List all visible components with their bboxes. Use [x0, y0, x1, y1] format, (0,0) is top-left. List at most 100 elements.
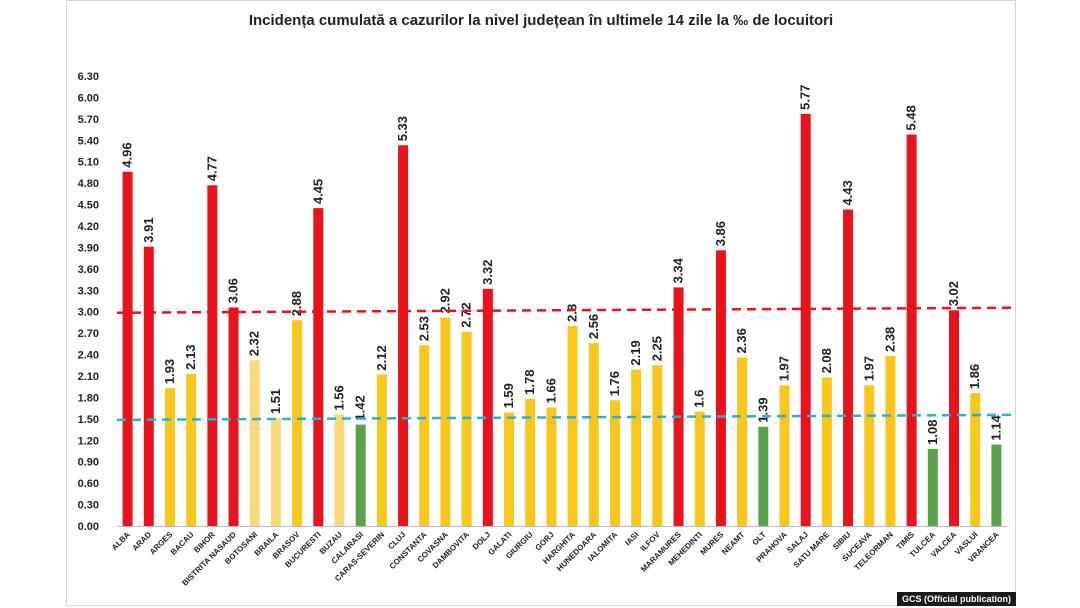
y-tick-label: 0.30: [78, 500, 99, 512]
bar: [588, 343, 599, 526]
bar: [355, 424, 366, 526]
bar: [927, 448, 938, 526]
bar-value-label: 2.8: [565, 304, 580, 322]
bar-chart: Incidența cumulată a cazurilor la nivel …: [78, 12, 1015, 588]
bar: [504, 412, 515, 526]
y-tick-label: 5.70: [78, 114, 99, 126]
bar-value-label: 2.13: [183, 345, 198, 370]
bar: [546, 407, 557, 526]
bar: [906, 134, 917, 527]
bar-value-label: 1.78: [522, 370, 537, 395]
y-tick-label: 0.60: [78, 478, 99, 490]
bar-value-label: 2.08: [819, 348, 834, 373]
bar-value-label: 4.45: [310, 179, 325, 204]
y-tick-label: 6.30: [78, 71, 99, 83]
bar-value-label: 1.66: [543, 378, 558, 403]
category-label: NEAMT: [720, 530, 747, 557]
bar: [525, 398, 536, 526]
bar: [164, 388, 175, 526]
bar-value-label: 1.93: [162, 359, 177, 384]
bar: [567, 326, 578, 526]
bar-value-label: 5.33: [395, 116, 410, 141]
bar: [758, 426, 769, 526]
bar: [991, 444, 1002, 526]
y-tick-label: 4.80: [78, 178, 99, 190]
category-label: ALBA: [110, 530, 132, 552]
bar: [334, 414, 345, 526]
bar-value-label: 3.06: [226, 278, 241, 303]
bar: [143, 246, 154, 526]
bar-value-label: 4.96: [120, 142, 135, 167]
category-label: TELEORMAN: [853, 530, 895, 572]
y-tick-label: 3.90: [78, 242, 99, 254]
bar-value-label: 5.48: [904, 105, 919, 130]
bar: [800, 113, 811, 526]
bar-value-label: 1.59: [501, 383, 516, 408]
bar-value-label: 1.97: [777, 356, 792, 381]
bar-value-label: 2.25: [649, 336, 664, 361]
bar-value-label: 5.77: [798, 85, 813, 110]
bar-value-label: 2.53: [416, 316, 431, 341]
bar-value-label: 3.34: [671, 257, 686, 283]
bar-value-label: 2.88: [289, 291, 304, 316]
category-label: IASI: [623, 530, 640, 547]
bar: [673, 287, 684, 526]
bar-value-label: 3.86: [713, 221, 728, 246]
bar: [461, 331, 472, 526]
chart-frame: Incidența cumulată a cazurilor la nivel …: [66, 0, 1016, 606]
y-tick-label: 3.60: [78, 264, 99, 276]
y-tick-label: 2.10: [78, 371, 99, 383]
y-tick-label: 5.10: [78, 157, 99, 169]
bar: [970, 393, 981, 526]
bar-value-label: 2.19: [628, 340, 643, 365]
bar-value-label: 2.32: [247, 331, 262, 356]
y-tick-label: 5.40: [78, 135, 99, 147]
bar: [715, 250, 726, 527]
y-tick-label: 4.50: [78, 200, 99, 212]
y-tick-label: 1.50: [78, 414, 99, 426]
y-tick-label: 1.20: [78, 435, 99, 447]
bar: [843, 209, 854, 527]
bar: [419, 345, 430, 526]
bar-value-label: 1.56: [332, 385, 347, 410]
bar-value-label: 1.14: [988, 414, 1003, 440]
photo-credit: GCS (Official publication): [896, 592, 1016, 606]
bar: [482, 288, 493, 526]
bar-value-label: 1.86: [967, 364, 982, 389]
bar: [885, 356, 896, 526]
bar: [376, 374, 387, 526]
category-label: BACAU: [169, 530, 196, 557]
y-tick-label: 2.40: [78, 350, 99, 362]
bar-value-label: 1.6: [692, 390, 707, 408]
bar: [949, 310, 960, 526]
y-tick-label: 3.00: [78, 307, 99, 319]
bar: [631, 369, 642, 526]
y-tick-label: 6.00: [78, 92, 99, 104]
bar-value-label: 1.76: [607, 371, 622, 396]
bar: [122, 171, 133, 526]
bar-value-label: 2.56: [586, 314, 601, 339]
bar-value-label: 1.97: [861, 356, 876, 381]
bar-value-label: 4.43: [840, 180, 855, 205]
bar-value-label: 3.91: [141, 217, 156, 242]
bar-value-label: 3.32: [480, 260, 495, 285]
bar: [207, 185, 218, 527]
y-tick-label: 0.90: [78, 457, 99, 469]
bar-value-label: 1.08: [925, 420, 940, 445]
bar: [652, 365, 663, 526]
chart-title: Incidența cumulată a cazurilor la nivel …: [249, 12, 833, 29]
bar: [694, 411, 705, 526]
y-tick-label: 4.20: [78, 221, 99, 233]
category-label: OLT: [750, 530, 767, 547]
bar-value-label: 2.38: [882, 327, 897, 352]
bar-value-label: 3.02: [946, 281, 961, 306]
bar: [249, 360, 260, 526]
bar: [609, 400, 620, 526]
bar-value-label: 2.92: [437, 288, 452, 313]
bar-value-label: 1.39: [755, 397, 770, 422]
bar-value-label: 2.36: [734, 328, 749, 353]
bar: [186, 373, 197, 526]
bar-value-label: 1.42: [353, 395, 368, 420]
bar: [313, 208, 324, 526]
bar: [270, 418, 281, 526]
